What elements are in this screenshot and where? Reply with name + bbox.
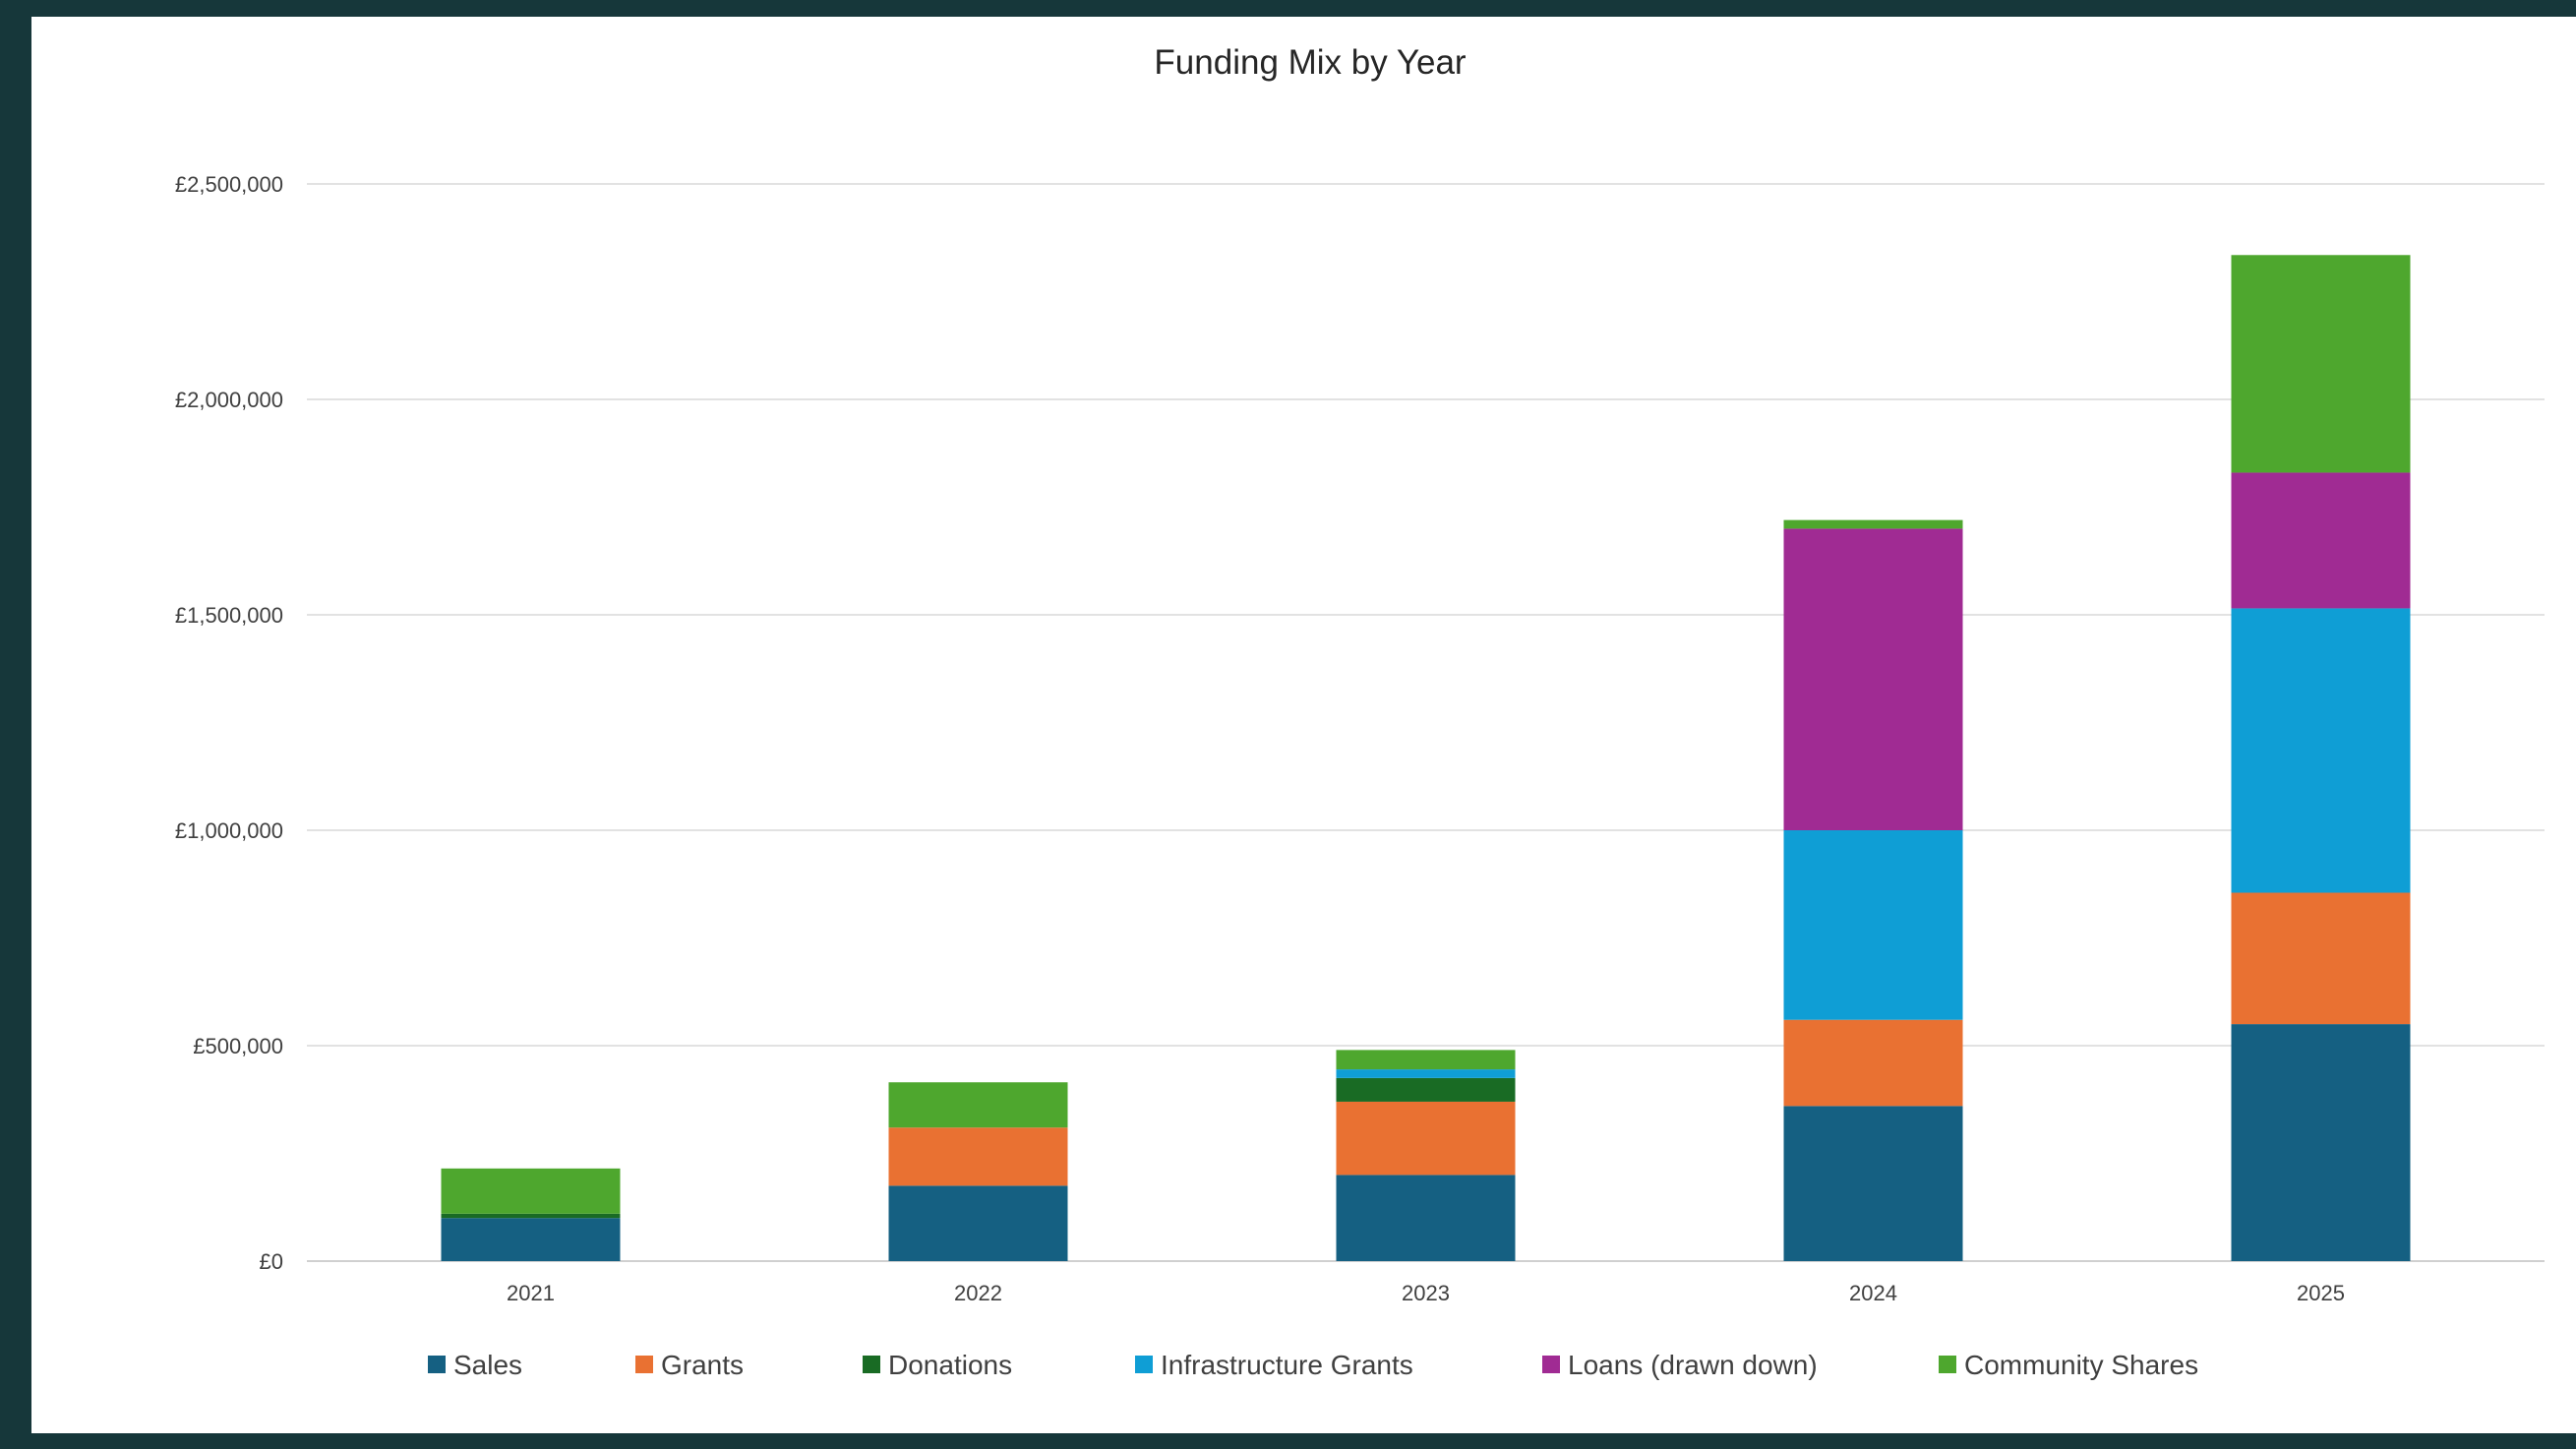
- legend-item: Sales: [428, 1350, 522, 1380]
- legend-swatch: [863, 1356, 880, 1373]
- legend-swatch: [1542, 1356, 1560, 1373]
- bar-segment-sales-2023: [1336, 1175, 1516, 1261]
- x-tick-label: 2025: [2297, 1281, 2345, 1305]
- stacked-bars: [441, 255, 2411, 1261]
- y-tick-label: £0: [260, 1249, 283, 1274]
- bar-segment-donations-2023: [1336, 1077, 1516, 1102]
- y-tick-label: £1,500,000: [175, 603, 283, 628]
- chart-title: Funding Mix by Year: [1154, 43, 1466, 82]
- legend-swatch: [1939, 1356, 1956, 1373]
- x-tick-label: 2023: [1402, 1281, 1450, 1305]
- bar-segment-community-shares-2021: [441, 1168, 621, 1214]
- bar-segment-community-shares-2025: [2231, 255, 2411, 473]
- legend-item: Community Shares: [1939, 1350, 2198, 1380]
- legend-item: Donations: [863, 1350, 1012, 1380]
- y-tick-label: £2,000,000: [175, 388, 283, 412]
- legend-label: Sales: [453, 1350, 522, 1380]
- x-axis-tick-labels: 2021 2022 2023 2024 2025: [507, 1281, 2345, 1305]
- bar-segment-community-shares-2023: [1336, 1050, 1516, 1070]
- bar-segment-infrastructure-grants-2024: [1783, 830, 1963, 1020]
- bar-segment-donations-2021: [441, 1213, 621, 1219]
- bar-segment-sales-2021: [441, 1218, 621, 1261]
- legend: Sales Grants Donations Infrastructure Grant…: [428, 1350, 2198, 1380]
- y-axis-tick-labels: £0 £500,000 £1,000,000 £1,500,000 £2,000,000…: [175, 172, 283, 1274]
- legend-label: Grants: [661, 1350, 744, 1380]
- bar-segment-community-shares-2022: [888, 1082, 1068, 1128]
- legend-item: Infrastructure Grants: [1135, 1350, 1413, 1380]
- bar-segment-grants-2023: [1336, 1101, 1516, 1176]
- funding-mix-chart: Funding Mix by Year £0 £500,000 £1,000,000…: [175, 43, 2545, 1380]
- legend-swatch: [1135, 1356, 1153, 1373]
- gridlines: [307, 183, 2545, 1262]
- bar-segment-loans-drawn-down-2024: [1783, 528, 1963, 830]
- bar-segment-infrastructure-grants-2025: [2231, 608, 2411, 893]
- y-tick-label: £1,000,000: [175, 818, 283, 843]
- bar-segment-infrastructure-grants-2023: [1336, 1069, 1516, 1078]
- legend-label: Infrastructure Grants: [1161, 1350, 1413, 1380]
- bar-segment-grants-2022: [888, 1127, 1068, 1186]
- x-tick-label: 2024: [1849, 1281, 1897, 1305]
- legend-swatch: [635, 1356, 653, 1373]
- y-tick-label: £2,500,000: [175, 172, 283, 197]
- y-tick-label: £500,000: [193, 1034, 283, 1058]
- legend-label: Community Shares: [1964, 1350, 2198, 1380]
- bar-segment-grants-2024: [1783, 1019, 1963, 1107]
- bar-segment-sales-2024: [1783, 1106, 1963, 1261]
- bar-segment-loans-drawn-down-2025: [2231, 472, 2411, 609]
- chart-card: Funding Mix by Year £0 £500,000 £1,000,000…: [31, 17, 2576, 1433]
- legend-item: Grants: [635, 1350, 744, 1380]
- legend-label: Donations: [888, 1350, 1012, 1380]
- bar-segment-grants-2025: [2231, 892, 2411, 1025]
- bar-segment-sales-2022: [888, 1185, 1068, 1261]
- legend-item: Loans (drawn down): [1542, 1350, 1818, 1380]
- x-tick-label: 2021: [507, 1281, 555, 1305]
- bar-segment-sales-2025: [2231, 1024, 2411, 1261]
- legend-swatch: [428, 1356, 446, 1373]
- x-tick-label: 2022: [954, 1281, 1002, 1305]
- legend-label: Loans (drawn down): [1568, 1350, 1818, 1380]
- bar-segment-community-shares-2024: [1783, 519, 1963, 529]
